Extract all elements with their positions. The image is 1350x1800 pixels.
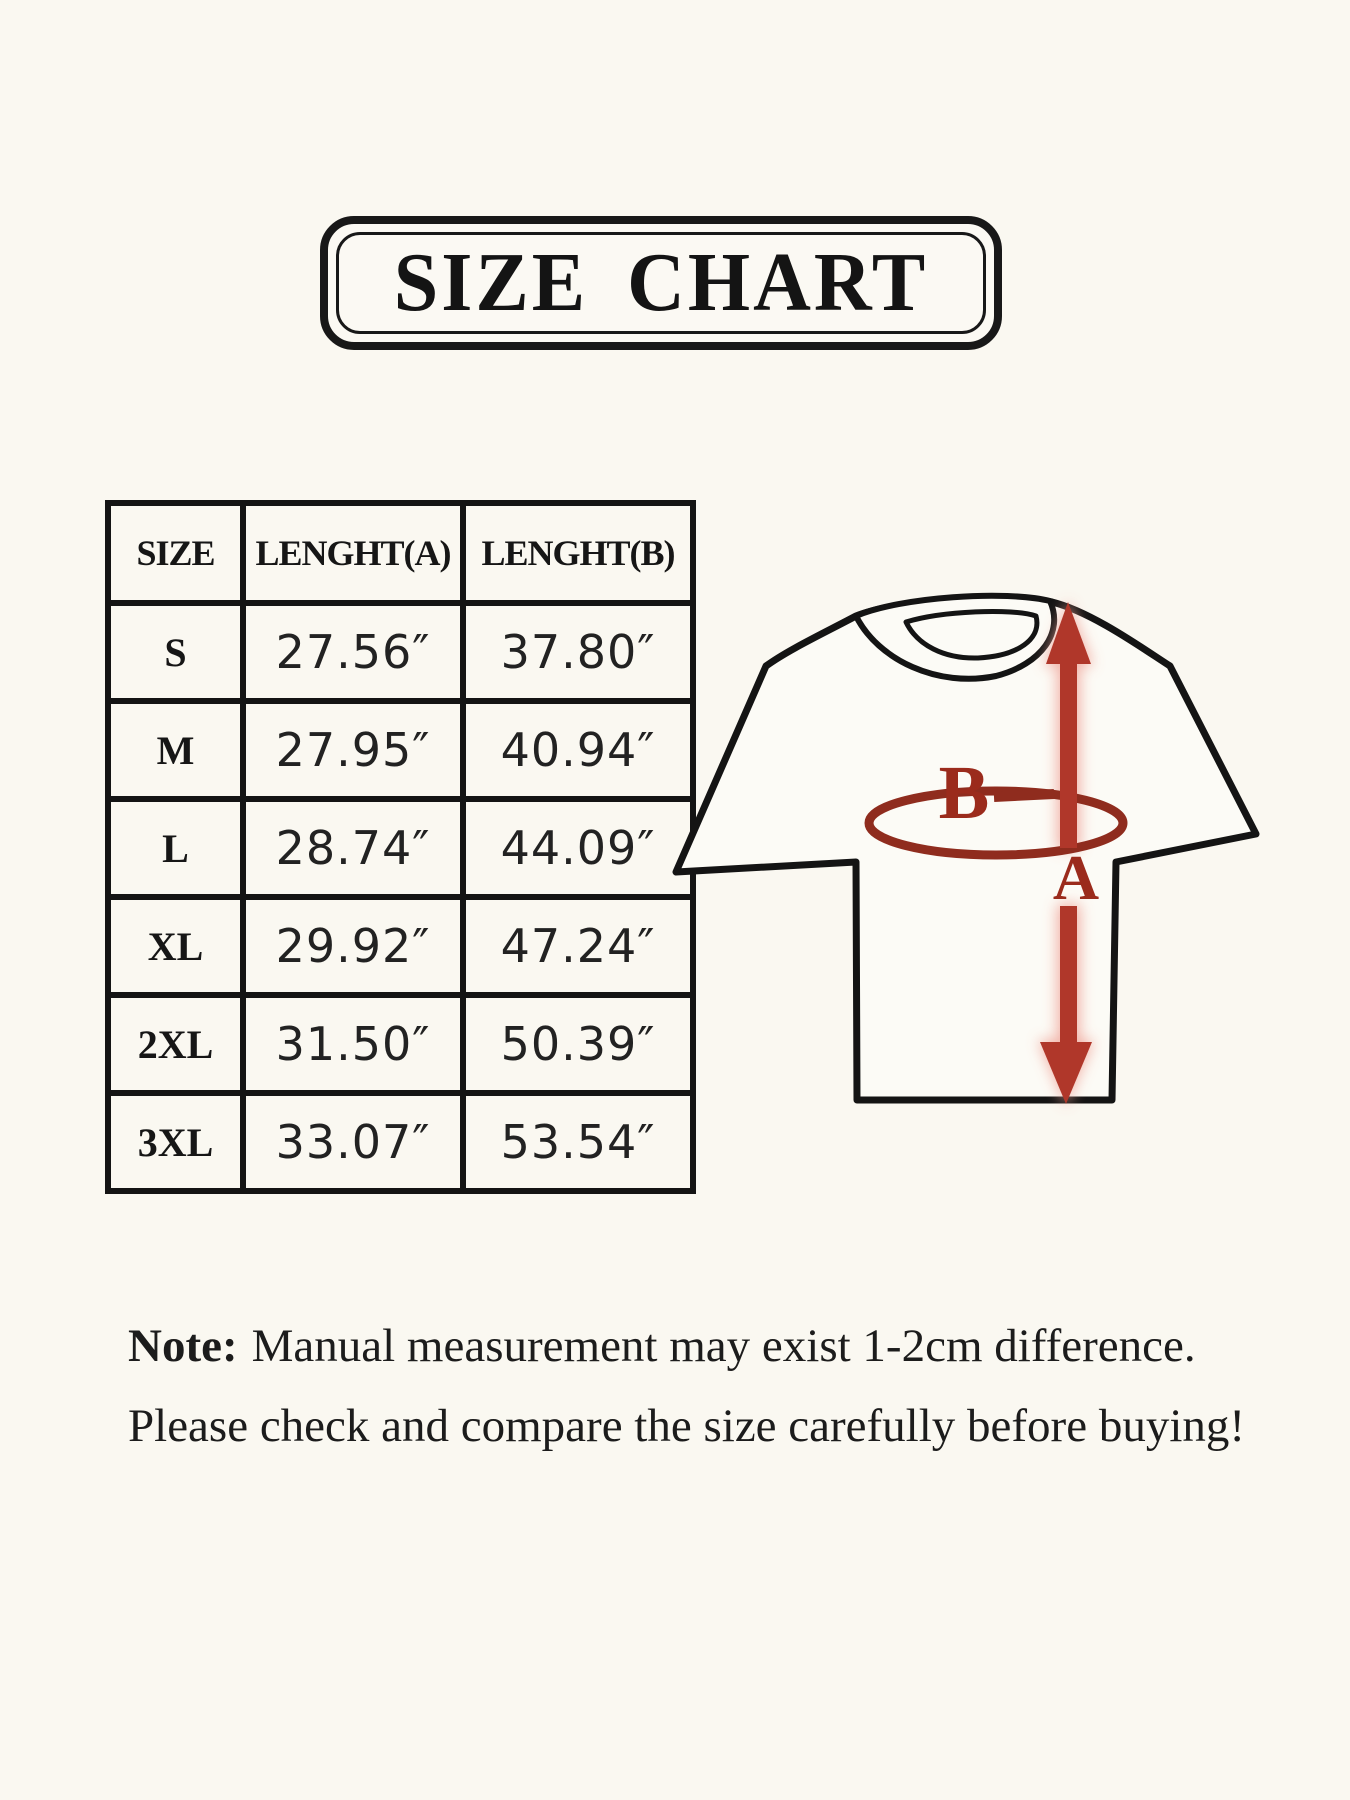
tshirt-measure-diagram: B A	[672, 592, 1260, 1106]
size-table-body: S 27.56″ 37.80″ M 27.95″ 40.94″ L 28.74″…	[105, 600, 696, 1194]
size-cell: L	[105, 796, 246, 900]
length-arrow-top-head	[1046, 602, 1091, 664]
note-line-1: Note: Manual measurement may exist 1-2cm …	[128, 1319, 1196, 1373]
length-b-cell: 50.39″	[460, 992, 696, 1096]
size-cell: 3XL	[105, 1090, 246, 1194]
header-size: SIZE	[105, 500, 246, 606]
size-cell: 2XL	[105, 992, 246, 1096]
length-arrow-upper-shaft	[1060, 650, 1077, 848]
length-b-cell: 47.24″	[460, 894, 696, 998]
length-arrow	[1040, 602, 1092, 1104]
length-arrow-lower-shaft	[1060, 906, 1077, 1044]
length-b-cell: 53.54″	[460, 1090, 696, 1194]
note-line-2: Please check and compare the size carefu…	[128, 1399, 1245, 1453]
size-cell: XL	[105, 894, 246, 998]
size-cell: M	[105, 698, 246, 802]
note-label: Note:	[128, 1320, 238, 1372]
size-chart-title-box: SIZE CHART	[320, 216, 1002, 350]
tshirt-collar-opening	[903, 609, 1040, 661]
table-row: M 27.95″ 40.94″	[105, 698, 696, 802]
length-a-cell: 31.50″	[240, 992, 466, 1096]
table-row: L 28.74″ 44.09″	[105, 796, 696, 900]
title-inner-border: SIZE CHART	[336, 232, 986, 334]
length-a-cell: 28.74″	[240, 796, 466, 900]
table-row: 2XL 31.50″ 50.39″	[105, 992, 696, 1096]
label-b-dash	[993, 789, 1055, 802]
header-length-a: LENGHT(A)	[240, 500, 466, 606]
length-a-cell: 29.92″	[240, 894, 466, 998]
note-text-1: Manual measurement may exist 1-2cm diffe…	[251, 1320, 1196, 1372]
table-row: S 27.56″ 37.80″	[105, 600, 696, 704]
length-a-cell: 27.56″	[240, 600, 466, 704]
length-a-cell: 27.95″	[240, 698, 466, 802]
length-b-cell: 37.80″	[460, 600, 696, 704]
header-length-b: LENGHT(B)	[460, 500, 696, 606]
length-b-cell: 44.09″	[460, 796, 696, 900]
chest-girth-ellipse	[864, 786, 1128, 860]
table-row: XL 29.92″ 47.24″	[105, 894, 696, 998]
page-title: SIZE CHART	[393, 236, 929, 329]
length-arrow-bottom-head	[1040, 1042, 1092, 1104]
note-text-2: Please check and compare the size carefu…	[128, 1400, 1246, 1452]
size-table-header-row: SIZE LENGHT(A) LENGHT(B)	[105, 500, 696, 606]
size-cell: S	[105, 600, 246, 704]
label-a: A	[1053, 842, 1099, 913]
length-b-cell: 40.94″	[460, 698, 696, 802]
length-a-cell: 33.07″	[240, 1090, 466, 1194]
label-b: B	[939, 751, 990, 835]
size-table: SIZE LENGHT(A) LENGHT(B) S 27.56″ 37.80″…	[105, 500, 696, 1194]
table-row: 3XL 33.07″ 53.54″	[105, 1090, 696, 1194]
